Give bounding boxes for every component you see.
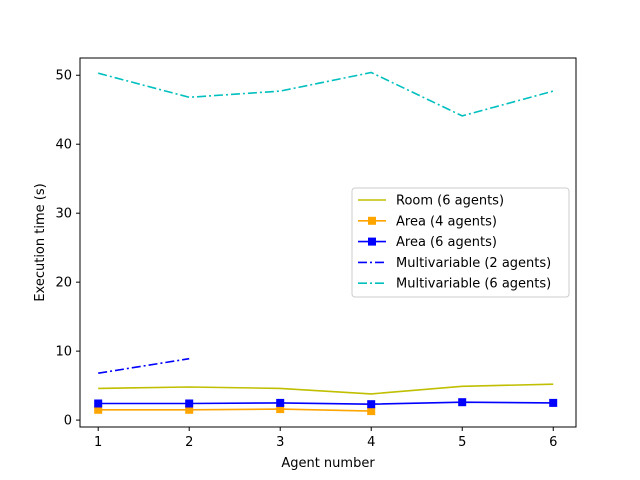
series-line-3 xyxy=(98,357,190,374)
legend-box xyxy=(351,187,570,298)
series-1-point-2 xyxy=(276,405,285,414)
y-tick-label-5: 50 xyxy=(55,69,72,84)
plot-area xyxy=(94,71,558,416)
y-tick-label-3: 30 xyxy=(55,207,72,222)
y-axis-label: Execution time (s) xyxy=(33,183,48,301)
x-axis-label: Agent number xyxy=(281,456,375,471)
series-2-point-2 xyxy=(276,398,285,407)
x-tick-label-2: 3 xyxy=(276,435,284,450)
legend-entry-2: Area (6 agents) xyxy=(396,235,497,250)
series-line-1 xyxy=(98,408,372,412)
x-tick-label-1: 2 xyxy=(185,435,193,450)
x-tick-label-4: 5 xyxy=(458,435,466,450)
y-tick-label-4: 40 xyxy=(55,138,72,153)
x-tick-label-5: 6 xyxy=(549,435,557,450)
series-1-point-0 xyxy=(94,405,103,414)
series-line-0 xyxy=(98,383,554,395)
series-2-point-5 xyxy=(549,398,558,407)
axes-frame xyxy=(79,57,577,428)
y-tick-label-0: 0 xyxy=(64,414,72,429)
series-2-point-0 xyxy=(94,399,103,408)
legend-entry-1: Area (4 agents) xyxy=(396,214,497,229)
series-2-point-1 xyxy=(185,399,194,408)
series-1-point-1 xyxy=(185,405,194,414)
series-2-point-4 xyxy=(458,398,467,407)
legend-marker-2 xyxy=(368,237,376,246)
y-tick-label-1: 10 xyxy=(55,345,72,360)
series-line-2 xyxy=(98,401,554,406)
x-tick-label-3: 4 xyxy=(367,435,375,450)
y-tick-label-2: 20 xyxy=(55,276,72,291)
legend-entry-0: Room (6 agents) xyxy=(396,194,504,209)
series-1-point-3 xyxy=(367,407,376,416)
axes: 1 2 3 4 5 6 0 10 20 30 40 50 Agent number Execution t… xyxy=(33,57,577,471)
legend: Room (6 agents) Area (4 agents) Area (6 ag… xyxy=(351,187,570,298)
series-2-point-3 xyxy=(367,400,376,409)
x-tick-label-0: 1 xyxy=(94,435,102,450)
legend-entry-4: Multivariable (6 agents) xyxy=(396,277,551,292)
legend-entry-3: Multivariable (2 agents) xyxy=(396,256,551,271)
legend-marker-1 xyxy=(368,216,376,225)
series-line-4 xyxy=(97,71,554,117)
